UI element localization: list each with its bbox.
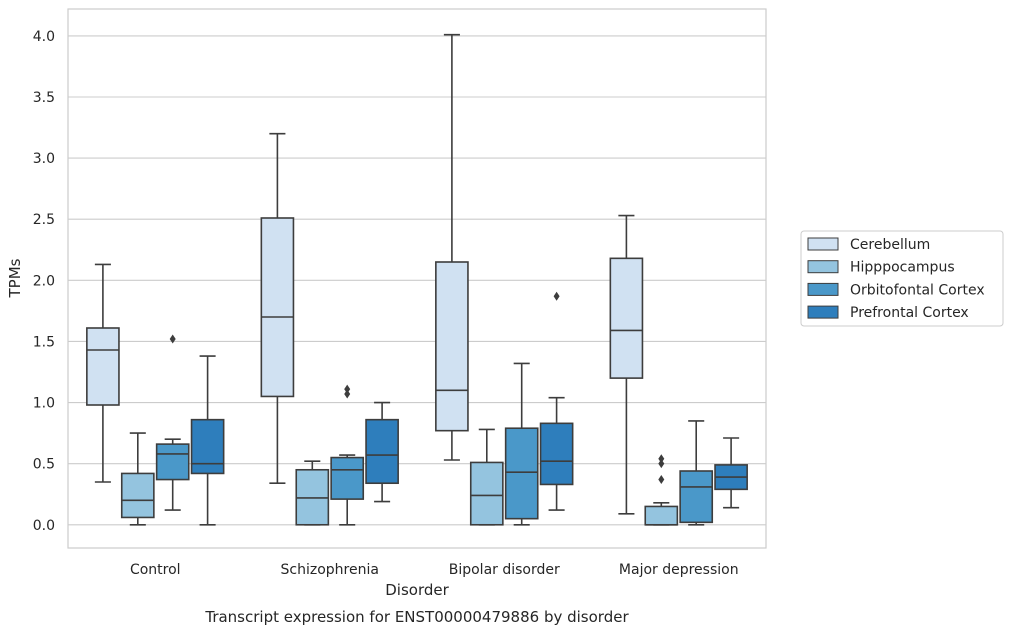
boxplot: [86, 263, 120, 483]
boxplot: [365, 401, 399, 503]
chart-title: Transcript expression for ENST0000047988…: [204, 608, 629, 626]
boxplot: [155, 334, 190, 511]
box: [644, 505, 679, 526]
box: [155, 443, 190, 481]
y-tick-label: 3.5: [33, 90, 55, 106]
legend-swatch: [807, 260, 839, 274]
box: [679, 470, 714, 524]
y-tick-label: 4.0: [33, 29, 55, 45]
box: [469, 461, 504, 526]
y-tick-label: 2.0: [33, 273, 55, 289]
y-tick-label: 1.0: [33, 396, 55, 412]
boxplot: [435, 33, 469, 461]
legend-swatch: [807, 282, 839, 296]
boxplot: [120, 432, 155, 526]
boxplots: [86, 33, 748, 526]
box: [330, 456, 365, 500]
box: [190, 418, 225, 475]
boxplot: [295, 460, 330, 526]
legend-frame: [800, 230, 1004, 327]
boxplot: [644, 454, 679, 526]
y-tick-label: 1.5: [33, 334, 55, 350]
y-tick-label: 0.0: [33, 518, 55, 534]
x-tick-label: Schizophrenia: [281, 562, 379, 578]
box: [120, 472, 155, 519]
box: [260, 217, 295, 398]
boxplot: [504, 362, 539, 526]
x-tick-label: Bipolar disorder: [449, 562, 560, 578]
boxplot: [330, 384, 365, 526]
outlier-point: [658, 459, 665, 469]
outlier-point: [169, 334, 176, 344]
outlier-point: [344, 384, 351, 394]
x-axis-ticks: Control Schizophrenia Bipolar disorder Majo…: [130, 562, 739, 578]
x-tick-label: Major depression: [619, 562, 739, 578]
box: [504, 427, 539, 520]
boxplot: [679, 420, 714, 526]
y-tick-label: 2.5: [33, 212, 55, 228]
outlier-point: [344, 389, 351, 399]
legend-label: Cerebellum: [850, 237, 930, 253]
boxplot: [260, 132, 295, 485]
legend-swatch: [807, 237, 839, 251]
legend-swatch: [807, 305, 839, 319]
box: [609, 257, 644, 379]
y-tick-label: 0.5: [33, 457, 55, 473]
box: [539, 422, 574, 486]
outlier-point: [553, 291, 560, 301]
y-axis-ticks: 0.0 0.5 1.0 1.5 2.0 2.5 3.0 3.5 4.0: [33, 29, 55, 534]
legend-label: Orbitofontal Cortex: [850, 282, 985, 298]
legend: Cerebellum Hipppocampus Orbitofontal Corte…: [800, 230, 1004, 327]
boxplot: [609, 214, 644, 515]
boxplot: [714, 437, 748, 509]
boxplot: [539, 291, 574, 511]
outlier-point: [658, 475, 665, 485]
boxplot: [190, 355, 225, 526]
box: [435, 261, 469, 432]
legend-label: Prefrontal Cortex: [850, 305, 969, 321]
box: [86, 327, 120, 406]
legend-label: Hipppocampus: [850, 260, 955, 276]
x-axis-title: Disorder: [385, 581, 449, 599]
y-axis-title: TPMs: [6, 258, 24, 298]
x-tick-label: Control: [130, 562, 181, 578]
boxplot: [469, 428, 504, 526]
box: [365, 418, 399, 485]
outlier-point: [658, 454, 665, 464]
plot-area: [67, 8, 767, 549]
y-tick-label: 3.0: [33, 151, 55, 167]
